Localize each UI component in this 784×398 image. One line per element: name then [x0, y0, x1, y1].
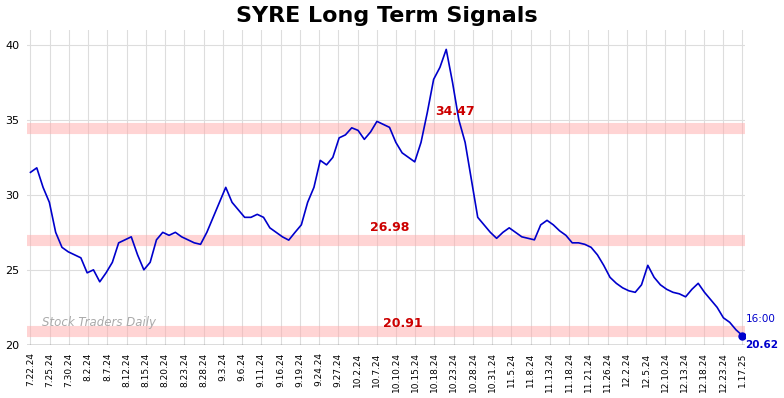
Title: SYRE Long Term Signals: SYRE Long Term Signals	[235, 6, 537, 25]
Text: 26.98: 26.98	[371, 221, 410, 234]
Text: 16:00: 16:00	[746, 314, 775, 324]
Text: Stock Traders Daily: Stock Traders Daily	[42, 316, 156, 329]
Text: 20.62: 20.62	[746, 340, 779, 350]
Text: 34.47: 34.47	[435, 105, 474, 118]
Text: 20.91: 20.91	[383, 317, 423, 330]
